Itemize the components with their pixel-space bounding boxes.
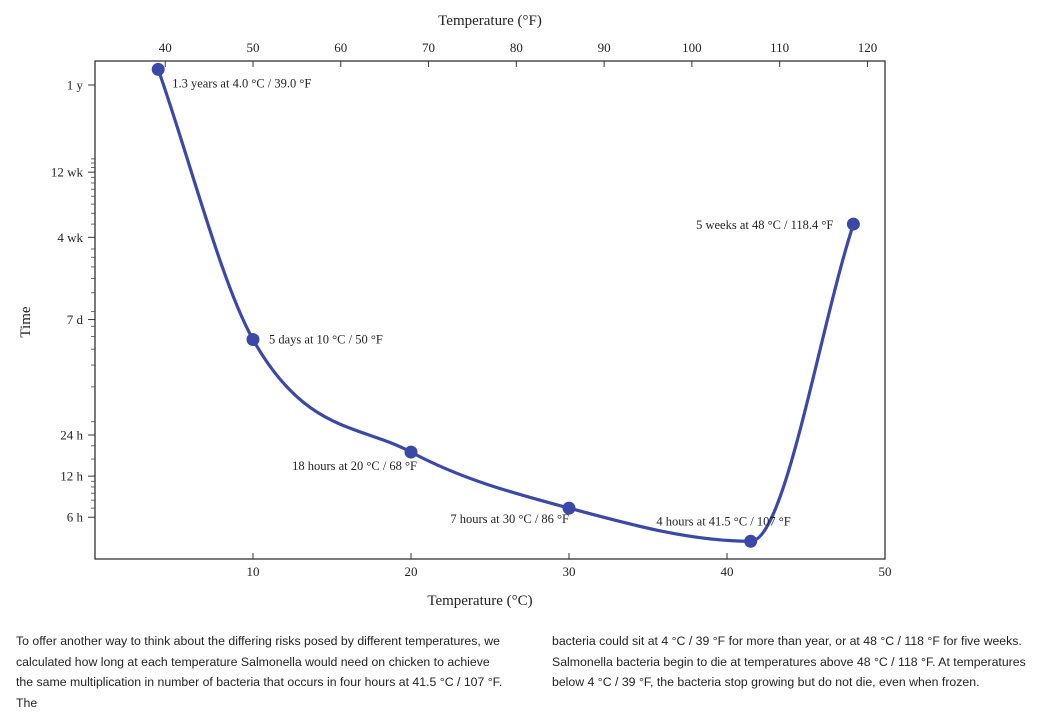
data-point-marker: [246, 333, 260, 347]
top-axis-title: Temperature (°F): [438, 13, 542, 29]
x-tick-label: 10: [247, 564, 260, 579]
y-axis-title: Time: [18, 306, 34, 337]
bottom-axis-ticks: 10 20 30 40 50: [247, 553, 892, 579]
plot-frame: [94, 60, 886, 560]
data-point-label: 4 hours at 41.5 °C / 107 °F: [656, 514, 790, 528]
salmonella-time-temperature-chart: 10 20 30 40 50 40 50 60 70 80 90 100 110 120 1 y 12 w…: [18, 13, 892, 609]
caption-right: bacteria could sit at 4 °C / 39 °F for m…: [552, 634, 1026, 689]
data-point-label: 1.3 years at 4.0 °C / 39.0 °F: [172, 76, 311, 90]
x2-tick-label: 40: [159, 40, 172, 55]
y-tick-label: 6 h: [67, 510, 84, 525]
data-point-marker: [151, 62, 165, 76]
y-tick-label: 12 wk: [51, 165, 84, 180]
data-point-label: 5 days at 10 °C / 50 °F: [269, 333, 383, 347]
data-point-label: 7 hours at 30 °C / 86 °F: [450, 512, 569, 526]
x2-tick-label: 100: [682, 40, 702, 55]
x-tick-label: 50: [879, 564, 892, 579]
x-tick-label: 30: [563, 564, 576, 579]
caption-left: To offer another way to think about the …: [16, 634, 503, 710]
x2-tick-label: 90: [598, 40, 611, 55]
data-point-marker: [744, 534, 758, 548]
data-point-marker: [846, 217, 860, 231]
y-tick-label: 7 d: [67, 312, 84, 327]
y-tick-label: 12 h: [60, 469, 83, 484]
x-axis-title: Temperature (°C): [427, 593, 532, 609]
x2-tick-label: 50: [247, 40, 260, 55]
x-tick-label: 20: [405, 564, 418, 579]
y-tick-label: 1 y: [67, 78, 84, 93]
data-point-label: 18 hours at 20 °C / 68 °F: [292, 459, 417, 473]
data-points: 1.3 years at 4.0 °C / 39.0 °F 5 days at 1…: [151, 62, 860, 548]
data-point-marker: [404, 445, 418, 459]
y-tick-label: 4 wk: [57, 230, 83, 245]
growth-curve-line: [156, 67, 855, 543]
data-point-marker: [562, 501, 576, 515]
x-tick-label: 40: [721, 564, 734, 579]
x2-tick-label: 70: [422, 40, 435, 55]
x2-tick-label: 110: [770, 40, 789, 55]
y-tick-label: 24 h: [60, 428, 83, 443]
top-axis-ticks: 40 50 60 70 80 90 100 110 120: [159, 40, 877, 67]
x2-tick-label: 80: [510, 40, 523, 55]
left-axis-ticks: 1 y 12 wk 4 wk 7 d 24 h 12 h 6 h: [51, 78, 95, 525]
x2-tick-label: 120: [858, 40, 878, 55]
data-point-label: 5 weeks at 48 °C / 118.4 °F: [696, 218, 833, 232]
x2-tick-label: 60: [334, 40, 347, 55]
